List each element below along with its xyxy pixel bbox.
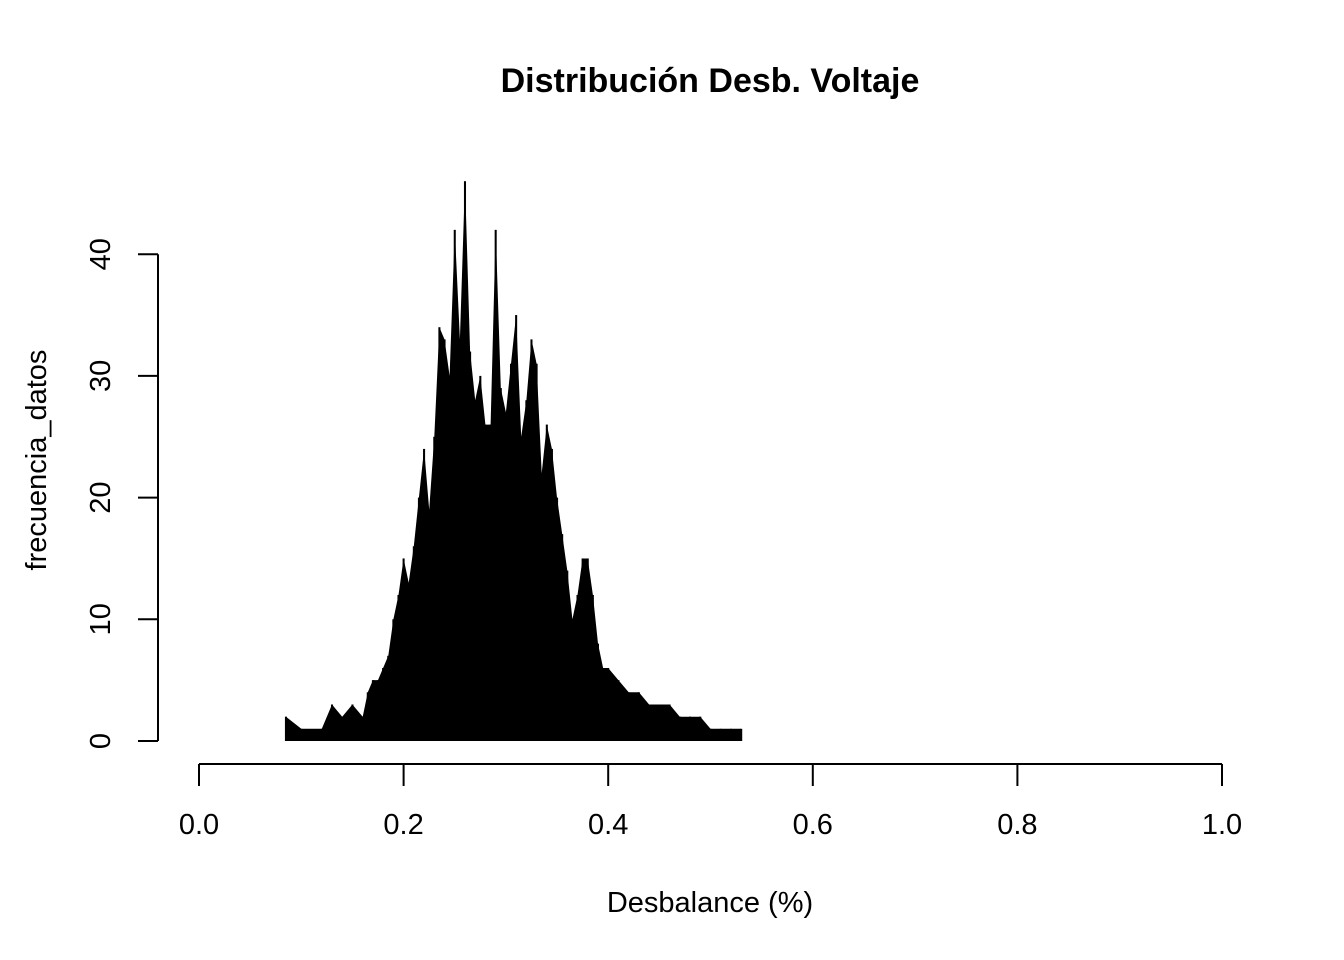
x-tick-label: 0.4 [588,809,628,841]
histogram-bar [392,619,395,741]
histogram-bar [433,436,436,741]
histogram-bar [591,594,594,741]
histogram-bar [377,680,380,741]
histogram-bar [361,716,364,741]
histogram-bar [586,558,589,741]
histogram-area [286,181,742,741]
histogram-bar [689,716,692,741]
histogram-bars [284,181,743,742]
histogram-bar [443,339,446,741]
x-tick-label: 0.2 [383,809,423,841]
histogram-bar [428,509,431,741]
y-tick-label: 20 [85,481,117,513]
histogram-bar [423,448,426,741]
chart-title: Distribución Desb. Voltaje [501,62,920,100]
histogram-bar [458,339,461,741]
histogram-bar [387,655,390,741]
histogram-bar [581,558,584,741]
histogram-bar [637,692,640,741]
histogram-bar [341,716,344,741]
histogram-bar [545,424,548,741]
histogram-bar [602,667,605,741]
histogram-bar [453,229,456,742]
histogram-bar [504,412,507,741]
histogram-bar [484,424,487,741]
y-tick-label: 0 [85,733,117,749]
histogram-bar [320,728,323,741]
histogram-bar [284,716,287,741]
histogram-bar [371,680,374,741]
histogram-bar [571,619,574,741]
histogram-bar [699,716,702,741]
histogram-bar [515,315,518,741]
histogram-bar [709,728,712,741]
histogram-bar [668,704,671,741]
histogram-bar [474,400,477,741]
histogram-bar [648,704,651,741]
histogram-bar [407,582,410,741]
histogram-bar [729,728,732,741]
histogram-bar [479,375,482,741]
histogram-bar [530,339,533,741]
histogram-bar [520,436,523,741]
histogram-bar [678,716,681,741]
histogram-bar [412,546,415,741]
y-axis: 0 10 20 30 40 [85,238,159,749]
histogram-bar [596,643,599,741]
histogram-bar [627,692,630,741]
histogram-bar [617,680,620,741]
histogram-bar [417,497,420,741]
histogram-bar [719,728,722,741]
histogram-bar [397,594,400,741]
histogram-bar [330,704,334,741]
histogram-bar [382,667,385,741]
histogram-bar [550,448,553,741]
histogram-bar [561,534,564,741]
histogram-bar [366,692,369,741]
histogram-bar [556,497,559,741]
histogram-bar [540,473,543,741]
x-tick-label: 0.0 [179,809,219,841]
x-axis: 0.0 0.2 0.4 0.6 0.8 1.0 [179,763,1242,841]
histogram-bar [469,351,472,741]
histogram-bar [740,728,743,741]
histogram-bar [576,594,579,741]
x-axis-label: Desbalance (%) [607,887,813,919]
histogram-bar [494,229,497,742]
histogram-bar [509,363,513,741]
histogram-bar [351,704,354,741]
y-axis-label: frecuencia_datos [21,350,53,571]
histogram-bar [499,388,502,741]
histogram-bar [658,704,661,741]
y-tick-label: 30 [85,360,117,392]
histogram-bar [535,363,538,741]
histogram-bar [463,181,467,741]
histogram-bar [607,667,610,741]
x-tick-label: 0.6 [793,809,833,841]
y-tick-label: 10 [85,603,117,635]
x-tick-label: 0.8 [997,809,1037,841]
histogram-bar [438,327,441,741]
histogram-bar [489,424,492,741]
x-tick-label: 1.0 [1202,809,1242,841]
y-tick-label: 40 [85,238,117,270]
histogram-bar [525,400,528,741]
histogram-bar [300,728,303,741]
histogram-bar [402,558,405,741]
histogram-bar [566,570,569,741]
histogram-bar [448,375,451,741]
